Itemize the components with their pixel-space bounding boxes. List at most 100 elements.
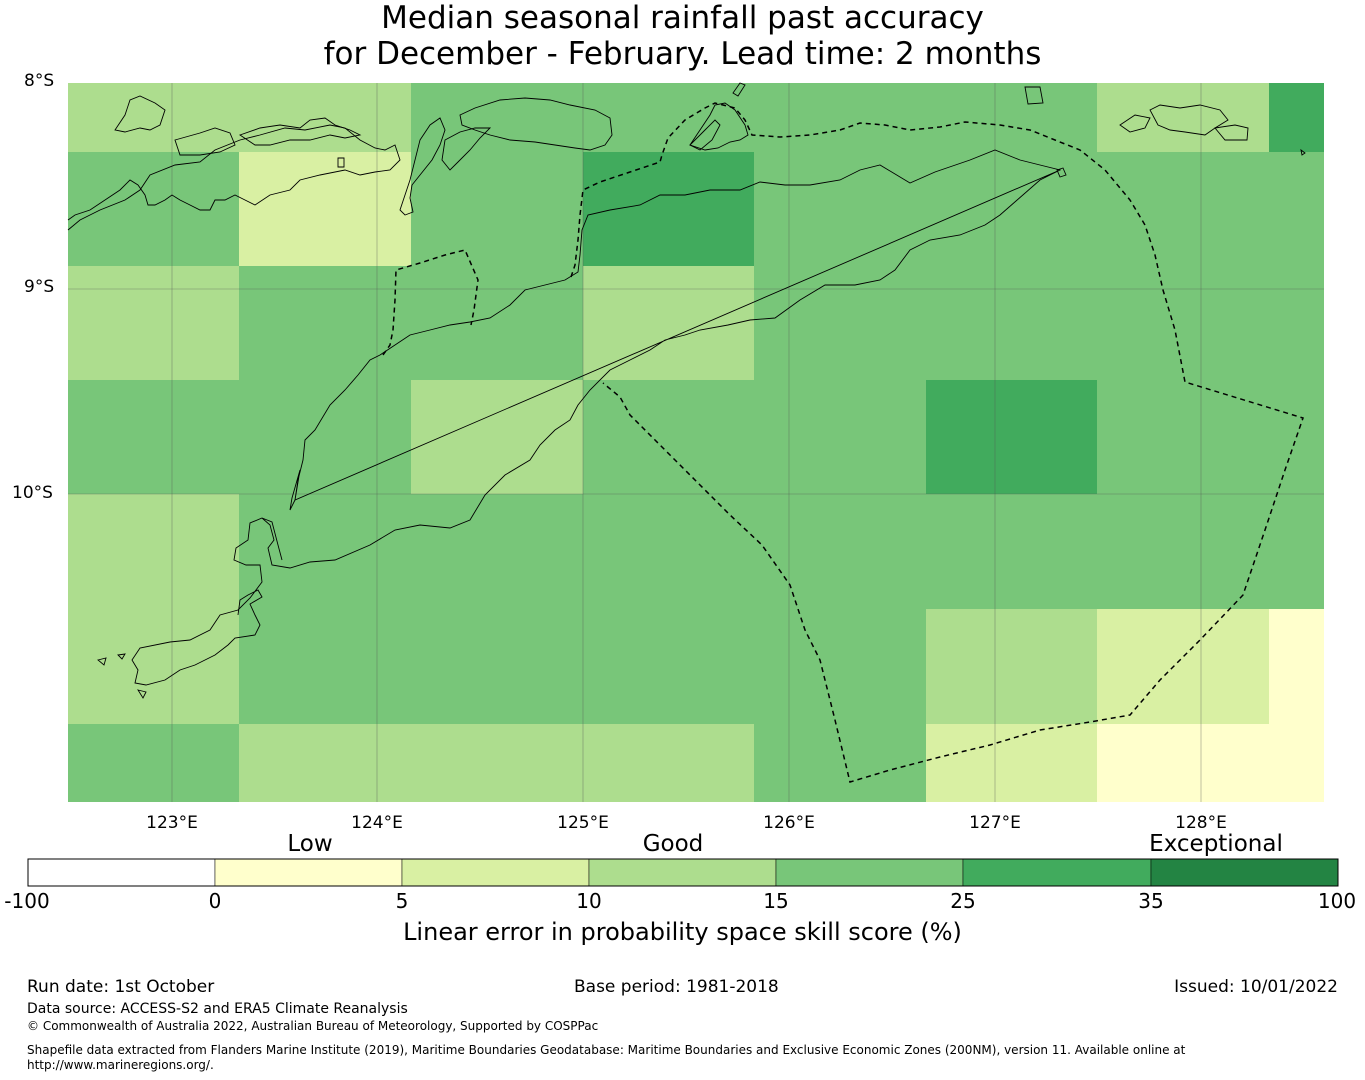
category-low: Low (287, 831, 333, 857)
grid-cell (754, 494, 926, 609)
grid-cell (1097, 266, 1269, 380)
issued-date: Issued: 10/01/2022 (1174, 977, 1338, 997)
base-period: Base period: 1981-2018 (574, 977, 779, 997)
colorbar (27, 858, 1339, 887)
grid-cell (68, 83, 239, 152)
grid-cell (1269, 83, 1324, 152)
grid-cell (583, 380, 754, 494)
grid-cell (1097, 152, 1269, 266)
skill-map (67, 82, 1324, 802)
colorbar-segment (1150, 858, 1339, 887)
grid-cell (411, 152, 583, 266)
grid-cell (754, 266, 926, 380)
tick-0: 0 (208, 889, 222, 913)
colorbar-segment (588, 858, 777, 887)
skill-grid (68, 83, 1324, 802)
grid-cell (754, 380, 926, 494)
grid-cell (239, 494, 411, 609)
grid-cell (926, 266, 1097, 380)
lat-label-9s: 9°S (24, 277, 55, 297)
grid-cell (754, 724, 926, 802)
grid-cell (239, 380, 411, 494)
grid-cell (411, 266, 583, 380)
colorbar-segment (401, 858, 590, 887)
category-good: Good (642, 831, 704, 857)
grid-cell (1269, 152, 1324, 266)
grid-cell (754, 152, 926, 266)
coastline (67, 82, 1306, 699)
tick-25: 25 (950, 889, 976, 913)
grid-cell (926, 83, 1097, 152)
grid-cell (583, 152, 754, 266)
grid-cell (68, 380, 239, 494)
grid-cell (1097, 609, 1269, 724)
grid-cell (583, 609, 754, 724)
grid-cell (239, 83, 411, 152)
grid-cell (1097, 724, 1269, 802)
tick-15: 15 (763, 889, 789, 913)
grid-cell (1097, 380, 1269, 494)
grid-cell (411, 609, 583, 724)
grid-cell (411, 83, 583, 152)
grid-cell (68, 724, 239, 802)
grid-cell (926, 724, 1097, 802)
colorbar-segments (27, 858, 1339, 887)
data-source: Data source: ACCESS-S2 and ERA5 Climate … (27, 1001, 408, 1017)
tick-5: 5 (395, 889, 409, 913)
map-title-line1: Median seasonal rainfall past accuracy (381, 0, 984, 36)
grid-cell (68, 609, 239, 724)
lon-label-123e: 123°E (146, 813, 198, 833)
grid-cell (239, 266, 411, 380)
category-exceptional: Exceptional (1149, 831, 1283, 857)
tick-10: 10 (576, 889, 602, 913)
lon-label-124e: 124°E (351, 813, 403, 833)
tick-minus-100: -100 (4, 889, 50, 913)
lat-label-8s: 8°S (24, 71, 55, 91)
grid-cell (68, 266, 239, 380)
grid-cell (926, 609, 1097, 724)
shapefile-credit-line2: http://www.marineregions.org/. (27, 1058, 214, 1072)
colorbar-segment (962, 858, 1152, 887)
grid-cell (1269, 494, 1324, 609)
colorbar-segment (775, 858, 964, 887)
tick-35: 35 (1138, 889, 1164, 913)
grid-cell (411, 494, 583, 609)
graticule (68, 83, 1324, 802)
lat-label-10s: 10°S (12, 483, 53, 503)
grid-cell (583, 724, 754, 802)
grid-cell (239, 152, 411, 266)
copyright: © Commonwealth of Australia 2022, Austra… (27, 1019, 599, 1033)
grid-cell (411, 724, 583, 802)
grid-cell (754, 609, 926, 724)
lon-label-126e: 126°E (763, 813, 815, 833)
grid-cell (926, 380, 1097, 494)
grid-cell (1269, 609, 1324, 724)
grid-cell (1097, 83, 1269, 152)
lon-label-127e: 127°E (969, 813, 1021, 833)
grid-cell (411, 380, 583, 494)
grid-cell (754, 83, 926, 152)
grid-cell (583, 266, 754, 380)
colorbar-segment (27, 858, 216, 887)
maritime-boundary (382, 102, 1304, 783)
grid-cell (1269, 266, 1324, 380)
grid-cell (583, 83, 754, 152)
colorbar-segment (214, 858, 403, 887)
run-date: Run date: 1st October (27, 977, 215, 997)
grid-cell (583, 494, 754, 609)
grid-cell (68, 494, 239, 609)
lon-label-125e: 125°E (557, 813, 609, 833)
grid-cell (926, 152, 1097, 266)
grid-cell (1097, 494, 1269, 609)
colorbar-label: Linear error in probability space skill … (403, 918, 962, 946)
tick-100: 100 (1317, 889, 1357, 913)
map-title-line2: for December - February. Lead time: 2 mo… (323, 36, 1042, 72)
colorbar-frame (27, 858, 1339, 887)
grid-cell (1269, 724, 1324, 802)
grid-cell (926, 494, 1097, 609)
shapefile-credit-line1: Shapefile data extracted from Flanders M… (27, 1043, 1186, 1057)
grid-cell (239, 724, 411, 802)
lon-label-128e: 128°E (1175, 813, 1227, 833)
grid-cell (239, 609, 411, 724)
grid-cell (68, 152, 239, 266)
